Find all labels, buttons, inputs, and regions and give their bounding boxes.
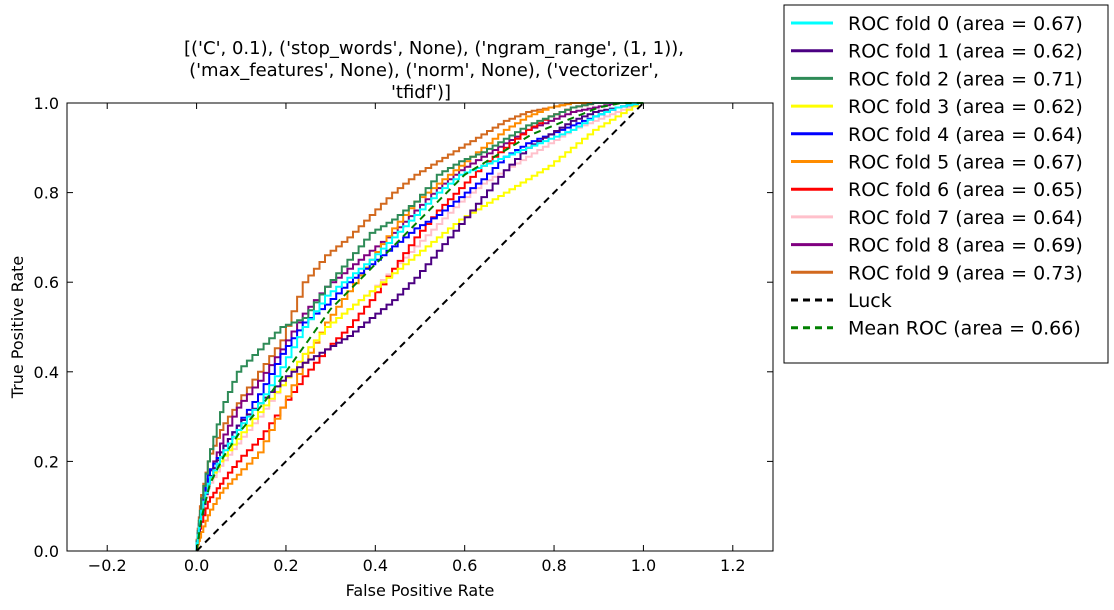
y-tick-label: 1.0 xyxy=(34,94,59,113)
x-tick-label: 0.2 xyxy=(273,556,298,575)
series-layer xyxy=(195,102,645,552)
y-tick-label: 0.4 xyxy=(34,363,59,382)
y-tick-label: 0.6 xyxy=(34,273,59,292)
legend-label-9: ROC fold 9 (area = 0.73) xyxy=(848,262,1083,284)
x-axis-label: False Positive Rate xyxy=(346,581,495,600)
legend-label-8: ROC fold 8 (area = 0.69) xyxy=(848,235,1083,257)
y-tick-label: 0.2 xyxy=(34,452,59,471)
legend-items: ROC fold 0 (area = 0.67) ROC fold 1 (area… xyxy=(791,13,1083,340)
chart-title: [('C', 0.1), ('stop_words', None), ('ngr… xyxy=(184,38,684,103)
legend: ROC fold 0 (area = 0.67) ROC fold 1 (area… xyxy=(783,4,1109,364)
series-line-2 xyxy=(195,102,644,551)
x-tick-label: 0.0 xyxy=(184,556,209,575)
series-line-3 xyxy=(195,102,644,551)
legend-label-1: ROC fold 1 (area = 0.62) xyxy=(848,41,1083,63)
legend-label-0: ROC fold 0 (area = 0.67) xyxy=(848,13,1083,35)
x-tick-label: 0.6 xyxy=(452,556,477,575)
series-line-10 xyxy=(195,102,645,552)
title-line-1: [('C', 0.1), ('stop_words', None), ('ngr… xyxy=(184,38,684,59)
x-tick-label: 1.2 xyxy=(720,556,745,575)
legend-frame xyxy=(783,4,1109,364)
plot-frame xyxy=(66,102,774,552)
series-line-0 xyxy=(195,102,644,551)
x-tick-label: 0.8 xyxy=(541,556,566,575)
legend-label-4: ROC fold 4 (area = 0.64) xyxy=(848,124,1083,146)
y-tick-label: 0.0 xyxy=(34,542,59,561)
legend-label-11: Mean ROC (area = 0.66) xyxy=(848,318,1081,340)
series-line-6 xyxy=(195,102,644,551)
y-tick-label: 0.8 xyxy=(34,184,59,203)
legend-label-2: ROC fold 2 (area = 0.71) xyxy=(848,68,1083,90)
legend-label-7: ROC fold 7 (area = 0.64) xyxy=(848,207,1083,229)
legend-label-5: ROC fold 5 (area = 0.67) xyxy=(848,152,1083,174)
legend-label-10: Luck xyxy=(848,290,892,312)
series-line-11 xyxy=(195,102,644,552)
ticks-layer: −0.2 0.0 0.2 0.4 0.6 0.8 1.0 1.2 0.0 0.2 0.4 0.6 0.8… xyxy=(34,94,773,575)
x-tick-label: 0.4 xyxy=(363,556,388,575)
x-tick-label: 1.0 xyxy=(631,556,656,575)
series-line-1 xyxy=(195,102,644,551)
x-tick-label: −0.2 xyxy=(88,556,127,575)
legend-label-3: ROC fold 3 (area = 0.62) xyxy=(848,96,1083,118)
legend-label-6: ROC fold 6 (area = 0.65) xyxy=(848,179,1083,201)
title-line-2: ('max_features', None), ('norm', None), … xyxy=(189,60,659,81)
series-line-9 xyxy=(195,102,644,551)
title-line-3: 'tfidf')] xyxy=(391,82,451,103)
y-axis-label: True Positive Rate xyxy=(8,256,27,400)
